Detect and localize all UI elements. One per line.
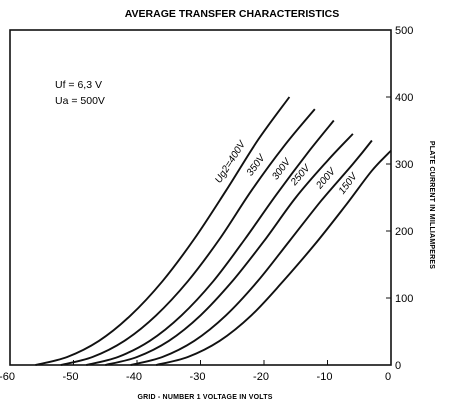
curve-label: 150V <box>337 170 361 196</box>
x-tick-label: -10 <box>317 371 333 383</box>
curve-line <box>130 139 373 366</box>
curves-group <box>35 96 392 366</box>
x-tick-label: -50 <box>63 371 79 383</box>
curve-line <box>85 119 335 366</box>
x-tick-label: -40 <box>126 371 142 383</box>
filament-voltage-note: Uf = 6,3 V <box>55 79 102 91</box>
y-tick-label: 400 <box>395 92 413 104</box>
y-tick-label: 100 <box>395 293 413 305</box>
curve-label: 200V <box>314 165 339 192</box>
y-tick-label: 500 <box>395 25 413 37</box>
x-axis-label: GRID - NUMBER 1 VOLTAGE IN VOLTS <box>137 394 272 401</box>
curve-line <box>35 96 291 366</box>
y-tick-label: 300 <box>395 159 413 171</box>
x-tick-label: -60 <box>0 371 15 383</box>
curve-line <box>155 149 392 366</box>
x-tick-label: 0 <box>385 371 391 383</box>
curve-label: 250V <box>288 162 313 189</box>
curve-line <box>105 133 354 366</box>
x-tick-label: -30 <box>190 371 206 383</box>
y-tick-label: 200 <box>395 226 413 238</box>
anode-voltage-note: Ua = 500V <box>55 95 105 107</box>
y-axis-ticks: 0 100 200 300 400 500 <box>386 25 413 372</box>
x-axis-ticks: -60 -50 -40 -30 -20 -10 0 <box>0 360 392 383</box>
y-axis-label: PLATE CURRENT IN MILLIAMPERES <box>428 141 435 269</box>
y-tick-label: 0 <box>395 360 401 372</box>
chart-title: AVERAGE TRANSFER CHARACTERISTICS <box>125 8 339 20</box>
x-tick-label: -20 <box>253 371 269 383</box>
curve-line <box>60 108 316 366</box>
